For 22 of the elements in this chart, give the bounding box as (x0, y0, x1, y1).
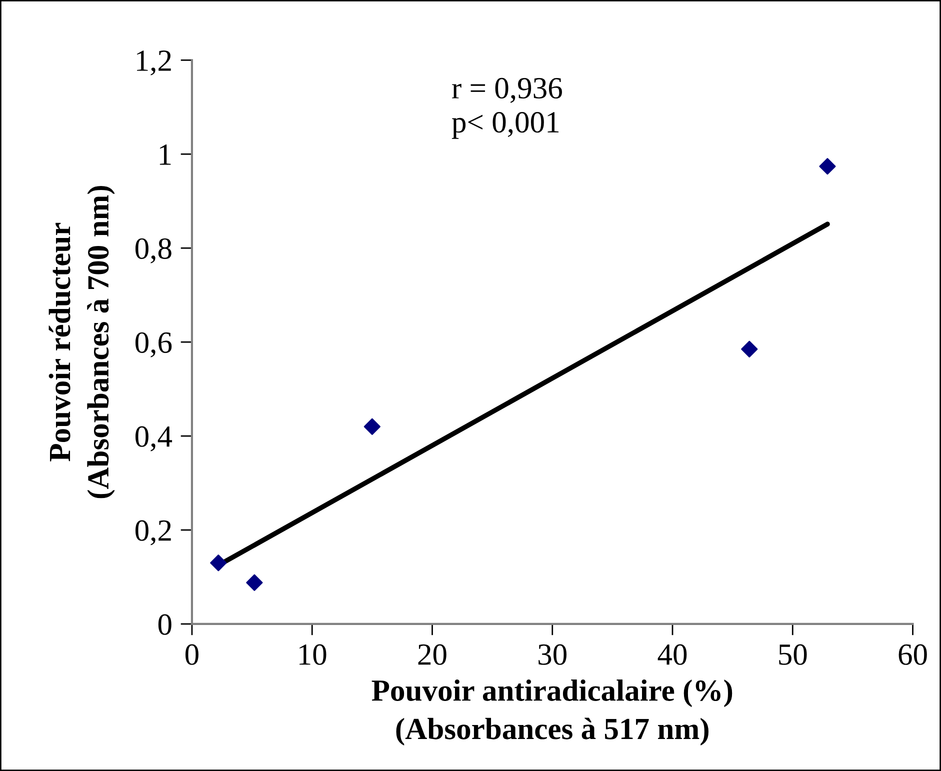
point (741, 340, 758, 358)
point (364, 418, 380, 435)
point (210, 554, 227, 572)
y-tick-label: 1 (160, 144, 171, 165)
annotation: r = 0,936 p< 0,001 (452, 78, 562, 139)
point (246, 574, 263, 591)
x-tick-label: 0 (185, 644, 198, 665)
y-tick-label: 0,8 (135, 238, 172, 264)
x-tick-label: 10 (300, 644, 326, 665)
x-tick-label: 50 (779, 644, 807, 665)
x-tick-label: 40 (658, 644, 687, 665)
y-tick-label: 0 (158, 614, 172, 635)
x-tick-label: 20 (418, 644, 446, 665)
y-tick-label: 0,4 (135, 426, 172, 452)
y-tick-label: 1,2 (137, 50, 171, 76)
y-tick-label: 0,6 (135, 332, 172, 358)
point (819, 158, 836, 175)
x-tick-label: 30 (538, 644, 566, 665)
y-axis-title: Pouvoir réducteur (Absorbances à 700 nm) (48, 186, 115, 498)
x-axis-title: Pouvoir antiradicalaire (%) (Absorbances à 517 nm) (372, 679, 732, 746)
y-tick-label: 0,2 (135, 520, 171, 546)
x-tick-label: 60 (898, 644, 927, 665)
